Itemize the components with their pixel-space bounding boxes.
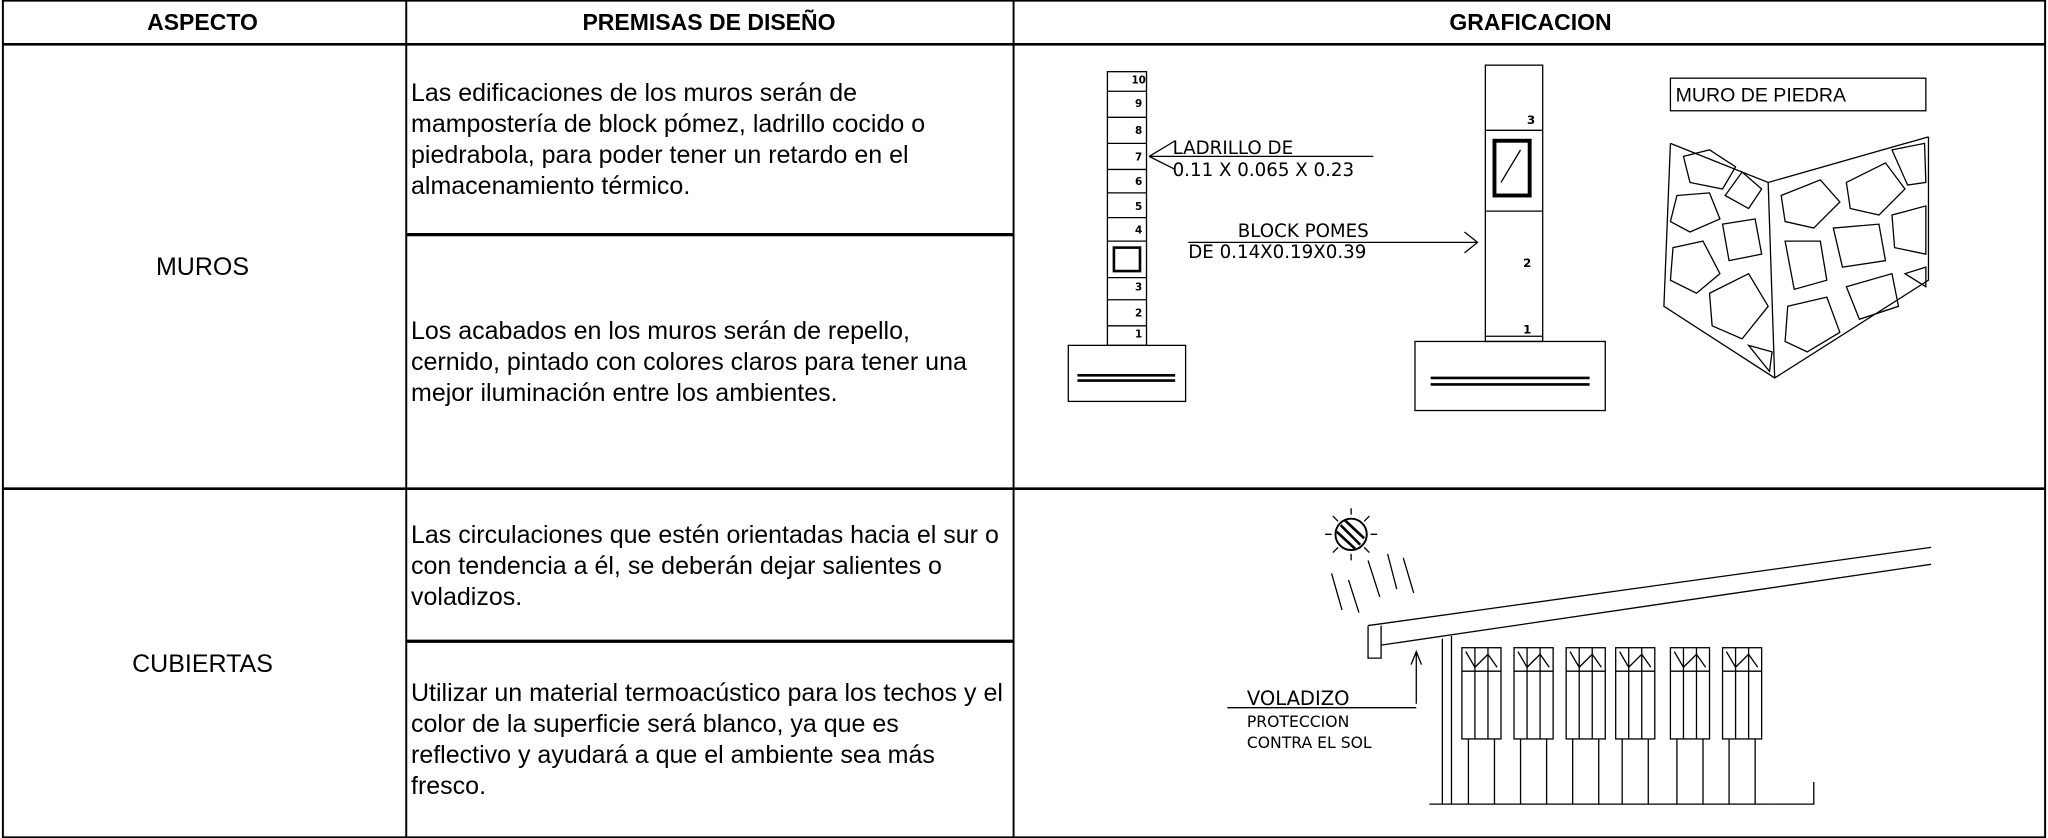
drawing-rect xyxy=(1067,344,1187,403)
drawing-rect xyxy=(1112,246,1142,273)
post xyxy=(1467,738,1496,805)
block-number: 1 xyxy=(1523,323,1531,337)
aspect-cell: MUROS xyxy=(155,252,250,281)
stone-wall-drawing xyxy=(1663,136,1930,379)
drawing-path xyxy=(1367,546,1932,659)
drawing-path xyxy=(1325,508,1378,561)
drawing-path xyxy=(1148,140,1374,171)
drawing-path xyxy=(1335,519,1366,550)
drawing-rect xyxy=(1492,138,1532,198)
roof-label: PROTECCION xyxy=(1247,712,1349,731)
block-number: 3 xyxy=(1527,113,1535,127)
window xyxy=(1615,647,1656,740)
brick-number: 9 xyxy=(1135,98,1142,110)
drawing-path xyxy=(1330,553,1415,613)
brick-number: 6 xyxy=(1135,176,1142,188)
drawing-path xyxy=(1485,129,1543,337)
drawing-path xyxy=(1077,374,1176,382)
drawing-g: 10 9 8 7 6 5 4 3 2 1 xyxy=(1131,74,1145,340)
window-mullion xyxy=(1615,647,1655,739)
premise-cell: Utilizar un material termoacústico para … xyxy=(411,679,1003,800)
premise-cell: Los acabados en los muros serán de repel… xyxy=(411,317,967,407)
drawing-rect xyxy=(1484,64,1544,343)
post xyxy=(1519,738,1548,805)
brick-label: LADRILLO DE xyxy=(1173,138,1294,159)
block-number: 2 xyxy=(1523,256,1531,270)
block-label: DE 0.14X0.19X0.39 xyxy=(1188,242,1366,263)
window xyxy=(1721,647,1763,740)
premise-cell: Las circulaciones que estén orientadas h… xyxy=(411,520,999,611)
brick-number: 4 xyxy=(1135,224,1142,236)
drawing-path xyxy=(1441,635,1815,805)
window xyxy=(1513,647,1554,740)
sun-drawing xyxy=(1325,508,1415,613)
drawing-path xyxy=(1669,142,1927,374)
premise-cell: Las edificaciones de los muros serán de … xyxy=(411,78,926,200)
window-mullion xyxy=(1514,647,1554,739)
drawing-path xyxy=(1500,149,1522,183)
brick-number: 10 xyxy=(1131,74,1145,86)
brick-wall-drawing xyxy=(1067,71,1479,403)
brick-number: 5 xyxy=(1135,201,1142,213)
roof-label: CONTRA EL SOL xyxy=(1247,733,1372,752)
drawing-path xyxy=(1107,90,1147,327)
window-mullion xyxy=(1566,647,1606,739)
window-mullion xyxy=(1670,647,1710,739)
drawing-path xyxy=(1663,136,1930,379)
window xyxy=(1461,647,1502,740)
block-wall-drawing xyxy=(1414,64,1606,412)
brick-number: 7 xyxy=(1135,151,1142,163)
brick-label: 0.11 X 0.065 X 0.23 xyxy=(1173,160,1355,181)
aspect-cell: CUBIERTAS xyxy=(132,649,273,678)
drawing-path xyxy=(1410,649,1423,704)
label-box xyxy=(1669,77,1927,112)
stone-label: MURO DE PIEDRA xyxy=(1676,85,1846,107)
building-drawing xyxy=(1227,546,1932,805)
post xyxy=(1676,738,1704,805)
post xyxy=(1728,738,1756,805)
drawing-circle xyxy=(1334,517,1368,551)
drawing-path xyxy=(1430,376,1590,386)
window-mullion xyxy=(1461,647,1501,739)
post xyxy=(1572,738,1600,805)
block-label: BLOCK POMES xyxy=(1238,221,1369,242)
drawing-rect xyxy=(1414,340,1606,412)
brick-number: 1 xyxy=(1135,329,1142,341)
window-mullion xyxy=(1722,647,1762,739)
drawing-path xyxy=(1188,231,1479,254)
header-cell: GRAFICACION xyxy=(1449,8,1612,35)
window xyxy=(1669,647,1711,740)
drawing-g xyxy=(1461,647,1763,805)
header-cell: ASPECTO xyxy=(147,8,258,35)
window xyxy=(1565,647,1606,740)
brick-number: 3 xyxy=(1135,282,1142,294)
roof-label: VOLADIZO xyxy=(1247,687,1350,710)
header-cell: PREMISAS DE DISEÑO xyxy=(582,8,836,35)
brick-number: 2 xyxy=(1135,308,1142,320)
post xyxy=(1621,738,1649,805)
brick-number: 8 xyxy=(1135,125,1142,137)
